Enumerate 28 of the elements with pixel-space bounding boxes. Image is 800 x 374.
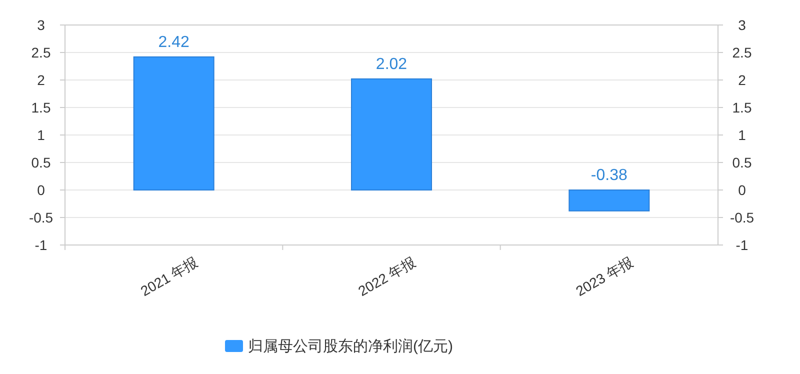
bar [133,56,214,190]
x-tick-label: 2022 年报 [355,254,418,300]
y2-tick-label: 1.5 [732,100,752,116]
bar [351,78,432,190]
y-tick-label: 1 [37,127,46,143]
y-tick-label: 0 [37,182,46,198]
legend-label: 归属母公司股东的净利润(亿元) [248,338,453,355]
y2-tick-label: 0.5 [732,154,752,170]
y-tick-label: 2.5 [31,44,51,60]
y-tick-label: -1 [34,237,48,253]
y2-tick-label: 0 [738,182,746,198]
y2-tick-label: 2 [738,72,746,88]
y2-tick-label: -1 [736,237,748,253]
y-tick-label: 2 [37,72,46,88]
y2-tick-label: 3 [738,17,746,33]
y-tick-label: 0.5 [31,154,51,170]
y-tick-label: 3 [37,17,46,33]
x-tick-label: 2021 年报 [138,254,200,300]
data-label: 2.02 [376,56,408,73]
data-label: 2.42 [158,34,190,51]
y-tick-label: -0.5 [28,210,54,226]
y2-tick-label: 1 [738,127,746,143]
y2-tick-label: -0.5 [730,210,754,226]
data-label: -0.38 [590,167,628,184]
y2-tick-label: 2.5 [732,44,752,60]
y-tick-label: 1.5 [31,100,51,116]
bar [568,190,650,212]
x-tick-label: 2023 年报 [573,254,636,300]
